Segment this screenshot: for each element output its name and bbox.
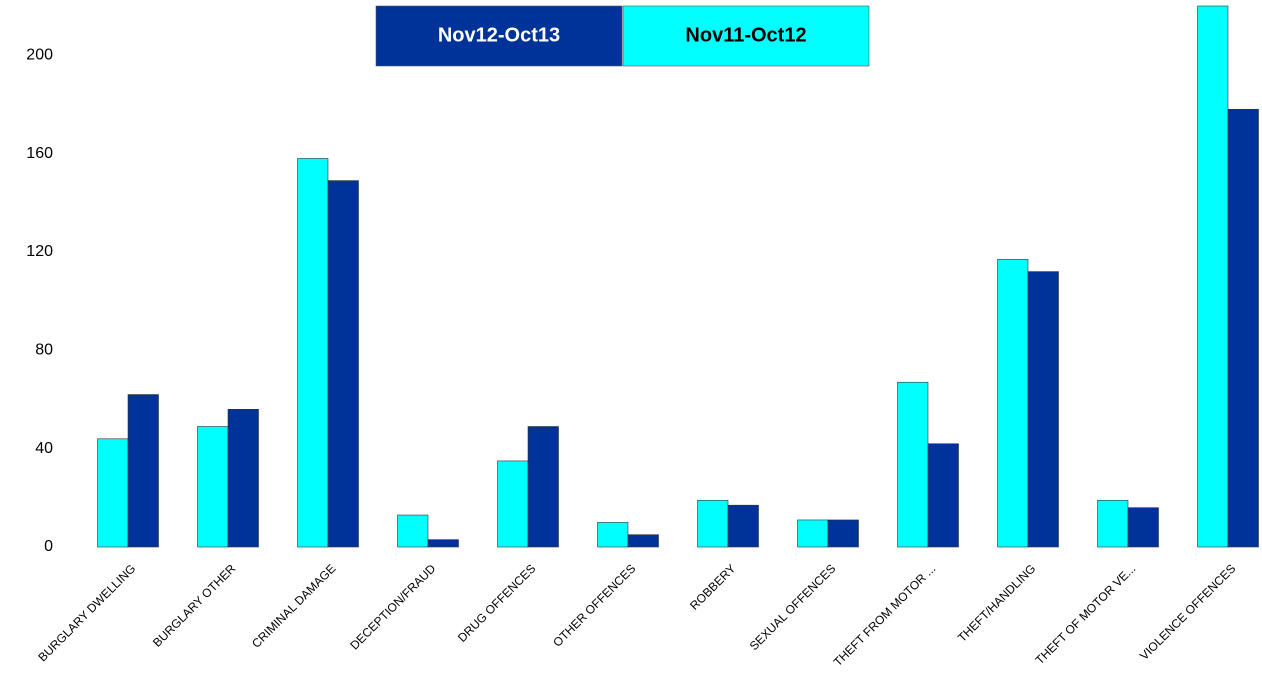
bar [527,426,559,548]
y-tick-label: 200 [26,46,53,63]
bar [927,443,959,548]
x-tick-label: DECEPTION/FRAUD [347,561,438,652]
bar [697,499,729,548]
x-tick-label: THEFT/HANDLING [955,561,1038,644]
y-tick-label: 160 [26,145,53,162]
bar [727,504,759,548]
bar [797,519,829,548]
bar [997,258,1029,548]
x-tick-label: BURGLARY OTHER [150,561,239,650]
legend-label: Nov11-Oct12 [685,24,806,46]
bar [1027,271,1059,548]
bar [1197,5,1229,548]
bar [227,408,259,548]
bar [127,394,159,548]
legend-swatch [622,5,870,67]
x-tick-label: CRIMINAL DAMAGE [249,561,338,650]
bar [497,460,529,548]
bar [1127,507,1159,548]
bar [1097,499,1129,548]
legend-swatch [375,5,623,67]
bar [597,522,629,548]
x-tick-label: DRUG OFFENCES [455,561,538,644]
bar [297,158,329,548]
y-tick-label: 40 [35,440,53,457]
x-tick-label: BURGLARY DWELLING [35,561,138,664]
bar [97,438,129,548]
x-tick-label: OTHER OFFENCES [550,561,638,649]
bar [1227,108,1259,548]
y-tick-label: 120 [26,243,53,260]
x-tick-label: SEXUAL OFFENCES [747,561,839,653]
bar [897,381,929,548]
bar [627,534,659,548]
bar [827,519,859,548]
y-tick-label: 0 [44,538,53,555]
x-tick-label: THEFT OF MOTOR VE... [1033,561,1139,667]
x-tick-label: VIOLENCE OFFENCES [1137,561,1238,662]
bar [397,514,429,548]
x-tick-label: ROBBERY [687,561,738,612]
legend-label: Nov12-Oct13 [438,24,560,46]
bar [197,426,229,548]
x-tick-label: THEFT FROM MOTOR ... [831,561,939,669]
bar [327,180,359,548]
y-tick-label: 80 [35,341,53,358]
bar [427,539,459,548]
